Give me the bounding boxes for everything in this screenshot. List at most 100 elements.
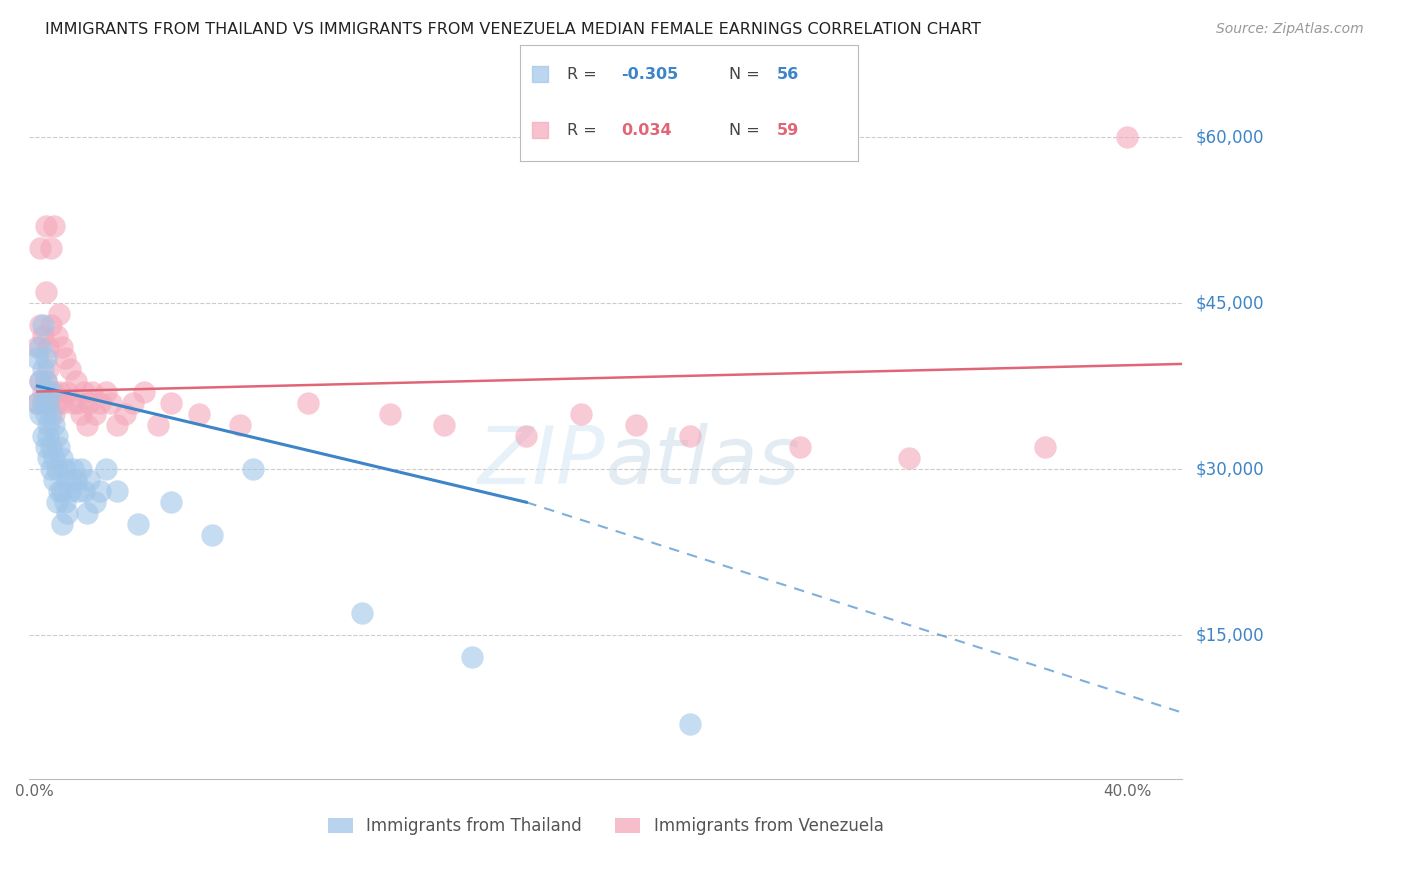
- Point: [242, 462, 264, 476]
- Point: [897, 450, 920, 465]
- Point: [59, 484, 82, 499]
- Point: [37, 340, 59, 354]
- Text: N =: N =: [730, 67, 765, 82]
- Point: [39, 318, 62, 333]
- Point: [37, 417, 59, 432]
- Point: [105, 417, 128, 432]
- Point: [624, 417, 647, 432]
- Legend: Immigrants from Thailand, Immigrants from Venezuela: Immigrants from Thailand, Immigrants fro…: [328, 817, 883, 835]
- Point: [30, 374, 52, 388]
- Point: [65, 374, 87, 388]
- Point: [70, 407, 93, 421]
- Point: [146, 417, 169, 432]
- Point: [31, 329, 53, 343]
- Point: [127, 517, 149, 532]
- Point: [51, 484, 73, 499]
- Point: [51, 517, 73, 532]
- Point: [1116, 130, 1139, 145]
- Text: 56: 56: [776, 67, 799, 82]
- Point: [94, 384, 117, 399]
- Text: N =: N =: [730, 123, 765, 138]
- Point: [73, 484, 96, 499]
- Point: [679, 716, 702, 731]
- Point: [51, 340, 73, 354]
- Text: Source: ZipAtlas.com: Source: ZipAtlas.com: [1216, 22, 1364, 37]
- Point: [83, 495, 105, 509]
- Point: [53, 462, 76, 476]
- Point: [30, 241, 52, 255]
- Point: [89, 484, 111, 499]
- Point: [45, 395, 67, 409]
- Point: [352, 606, 374, 620]
- Point: [45, 462, 67, 476]
- Point: [27, 395, 49, 409]
- Text: R =: R =: [568, 123, 607, 138]
- Text: 59: 59: [776, 123, 799, 138]
- Point: [132, 384, 155, 399]
- Point: [100, 395, 122, 409]
- Point: [48, 307, 70, 321]
- Point: [37, 362, 59, 376]
- Point: [30, 340, 52, 354]
- Point: [1035, 440, 1057, 454]
- Point: [51, 395, 73, 409]
- Point: [62, 462, 84, 476]
- Text: $30,000: $30,000: [1197, 460, 1264, 478]
- Point: [89, 395, 111, 409]
- Point: [679, 429, 702, 443]
- Point: [515, 429, 537, 443]
- Point: [42, 219, 65, 233]
- Point: [45, 429, 67, 443]
- Point: [37, 429, 59, 443]
- Point: [31, 395, 53, 409]
- Point: [34, 374, 56, 388]
- Point: [789, 440, 811, 454]
- Text: ZIP: ZIP: [478, 424, 606, 501]
- Point: [73, 384, 96, 399]
- Point: [76, 506, 98, 520]
- Point: [30, 374, 52, 388]
- Point: [30, 407, 52, 421]
- Point: [48, 484, 70, 499]
- Text: $45,000: $45,000: [1197, 294, 1264, 312]
- Point: [42, 417, 65, 432]
- Text: atlas: atlas: [606, 424, 800, 501]
- Point: [34, 351, 56, 366]
- Text: $15,000: $15,000: [1197, 626, 1264, 644]
- Point: [27, 395, 49, 409]
- Point: [39, 462, 62, 476]
- Point: [45, 329, 67, 343]
- Point: [42, 407, 65, 421]
- Point: [37, 450, 59, 465]
- Point: [461, 650, 484, 665]
- Point: [27, 351, 49, 366]
- Point: [79, 395, 101, 409]
- Point: [39, 407, 62, 421]
- Text: R =: R =: [568, 67, 602, 82]
- Point: [37, 395, 59, 409]
- Point: [76, 417, 98, 432]
- Point: [70, 462, 93, 476]
- Point: [34, 407, 56, 421]
- Point: [31, 318, 53, 333]
- Text: 0.034: 0.034: [621, 123, 672, 138]
- Point: [31, 384, 53, 399]
- Point: [187, 407, 209, 421]
- Point: [228, 417, 250, 432]
- Point: [160, 395, 183, 409]
- Point: [42, 450, 65, 465]
- Point: [56, 384, 79, 399]
- Point: [31, 395, 53, 409]
- Point: [201, 528, 224, 542]
- Point: [39, 241, 62, 255]
- Point: [65, 473, 87, 487]
- Text: -0.305: -0.305: [621, 67, 679, 82]
- Point: [39, 384, 62, 399]
- Point: [433, 417, 456, 432]
- Point: [39, 440, 62, 454]
- Point: [122, 395, 145, 409]
- Point: [79, 473, 101, 487]
- Point: [48, 384, 70, 399]
- Point: [31, 429, 53, 443]
- Point: [94, 462, 117, 476]
